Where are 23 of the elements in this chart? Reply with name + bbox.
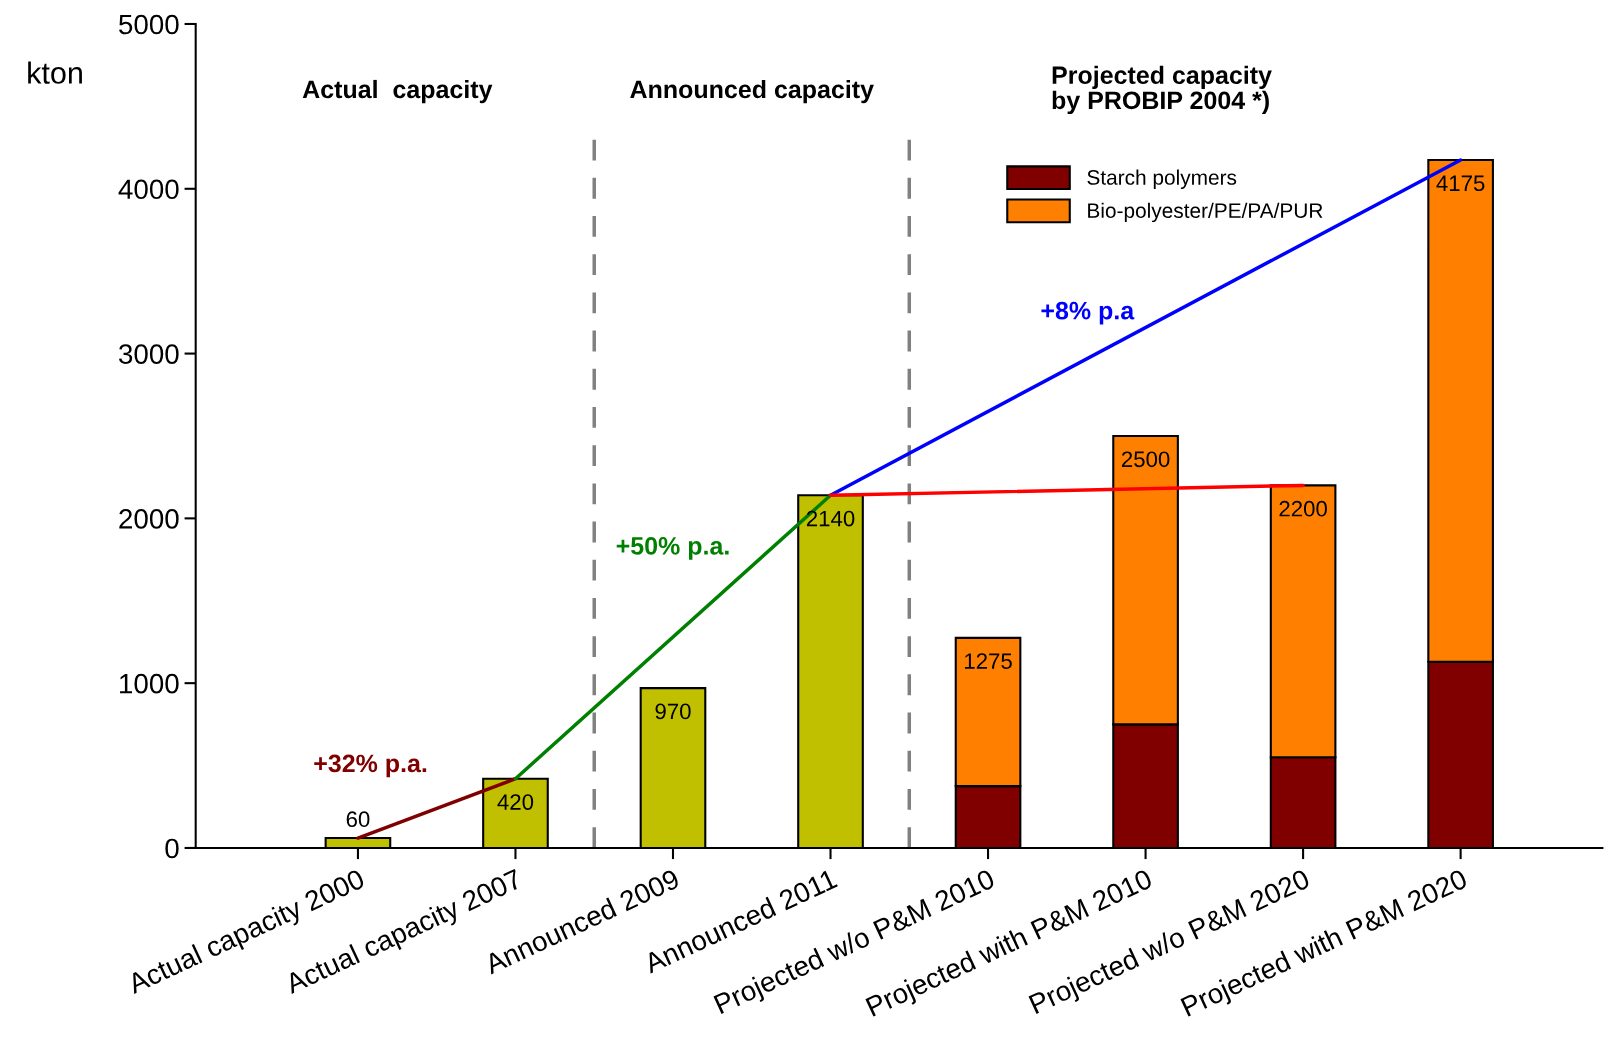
annotation: Actual capacity bbox=[302, 79, 493, 104]
total-label: 1275 bbox=[965, 653, 1012, 669]
y-tick-label: 5000 bbox=[119, 14, 179, 35]
total-label: 4175 bbox=[1436, 175, 1485, 192]
y-tick-label: 0 bbox=[165, 838, 179, 859]
total-label: 970 bbox=[655, 703, 691, 720]
y-tick-label: 2000 bbox=[119, 509, 179, 529]
y-tick-label: 4000 bbox=[118, 179, 179, 200]
total-label: 2140 bbox=[806, 510, 855, 527]
total-label: 420 bbox=[497, 794, 534, 810]
y-tick-label: 3000 bbox=[118, 344, 179, 364]
legend-label: Starch polymers bbox=[1087, 169, 1237, 189]
series-label: +50% p.a. bbox=[616, 537, 729, 560]
y-axis-title: kton bbox=[28, 61, 82, 84]
series-label: +8% p.a bbox=[1041, 301, 1135, 325]
total-label: 2200 bbox=[1279, 500, 1327, 517]
y-tick-label: 1000 bbox=[120, 673, 179, 694]
total-label: 2500 bbox=[1121, 451, 1170, 468]
annotation: Announced capacity bbox=[630, 79, 874, 104]
annotation: Projected capacity by PROBIP 2004 *) bbox=[1052, 65, 1272, 115]
legend-label: Bio-polyester/PE/PA/PUR bbox=[1088, 202, 1323, 223]
series-label: +32% p.a. bbox=[314, 754, 427, 778]
total-label: 60 bbox=[346, 811, 370, 828]
